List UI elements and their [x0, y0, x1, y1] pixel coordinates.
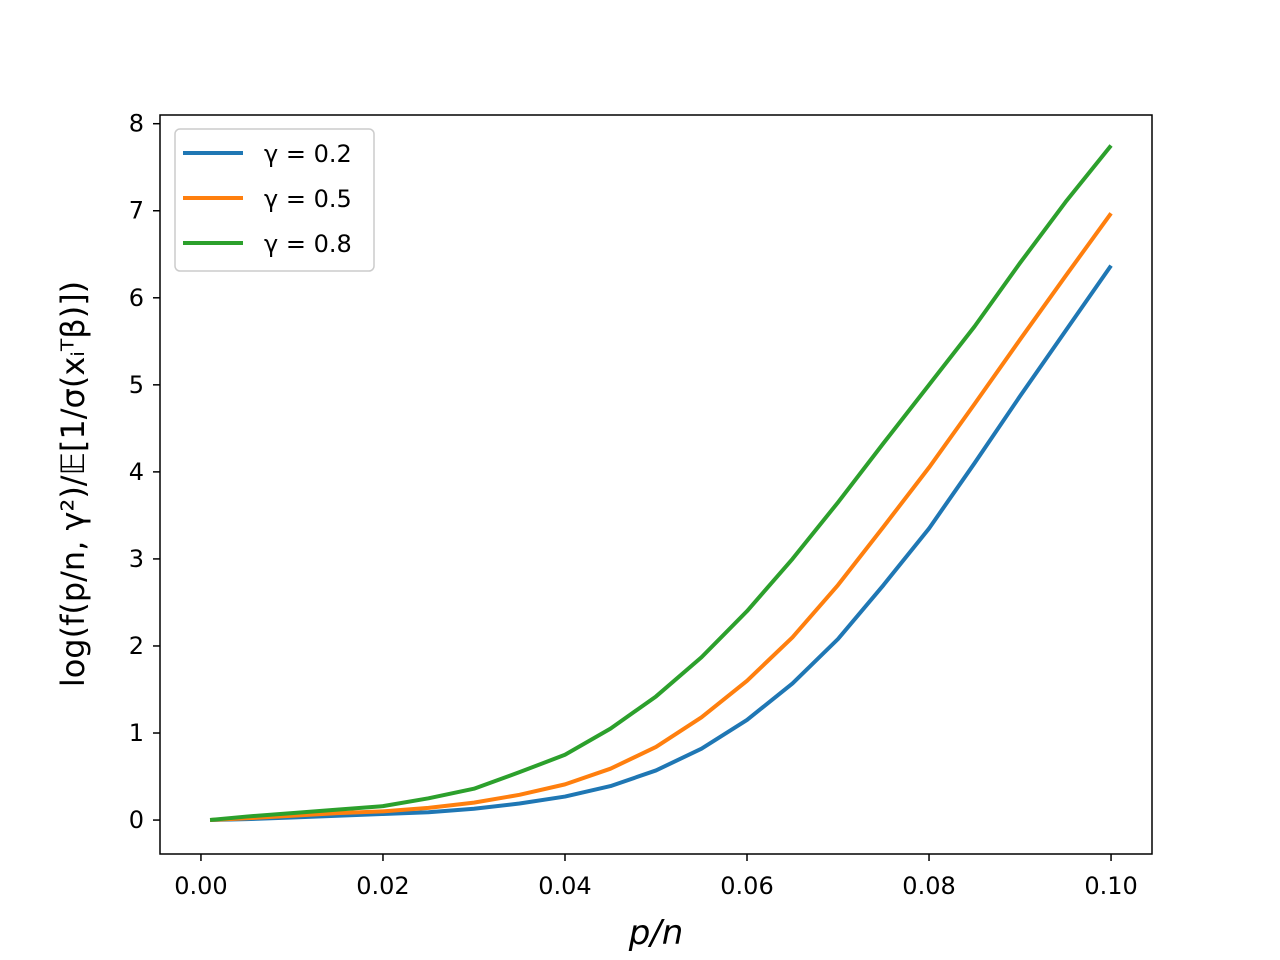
series-layer — [209, 144, 1113, 823]
y-tick-label: 0 — [129, 806, 144, 834]
x-axis-label: p/n — [628, 913, 684, 953]
x-tick-label: 0.08 — [902, 872, 955, 900]
y-tick-label: 4 — [129, 458, 144, 486]
y-tick-label: 1 — [129, 719, 144, 747]
legend-label-3: γ = 0.8 — [264, 230, 352, 258]
y-tick-label: 5 — [129, 371, 144, 399]
y-tick-label: 6 — [129, 284, 144, 312]
y-tick-label: 2 — [129, 632, 144, 660]
legend-label-2: γ = 0.5 — [264, 185, 352, 213]
plot-frame — [159, 114, 1153, 855]
x-tick-label: 0.00 — [174, 872, 227, 900]
x-tick-label: 0.06 — [720, 872, 773, 900]
x-axis: 0.00 0.02 0.04 0.06 0.08 0.10 — [174, 854, 1138, 900]
x-tick-label: 0.04 — [538, 872, 591, 900]
legend-label-1: γ = 0.2 — [264, 140, 352, 168]
y-axis-label: log(f(p/n, γ²)/𝔼[1/σ(xᵢᵀβ)]) — [54, 281, 92, 687]
series-line-1 — [210, 264, 1113, 823]
y-tick-label: 8 — [129, 110, 144, 138]
y-tick-label: 3 — [129, 545, 144, 573]
series-line-3 — [209, 144, 1113, 823]
x-tick-label: 0.02 — [356, 872, 409, 900]
legend-box — [174, 128, 375, 272]
x-tick-label: 0.10 — [1084, 872, 1137, 900]
legend: γ = 0.2 γ = 0.5 γ = 0.8 — [174, 128, 375, 272]
y-tick-label: 7 — [129, 197, 144, 225]
y-axis: 0 1 2 3 4 5 6 7 8 — [129, 110, 160, 834]
series-line-2 — [209, 212, 1113, 823]
